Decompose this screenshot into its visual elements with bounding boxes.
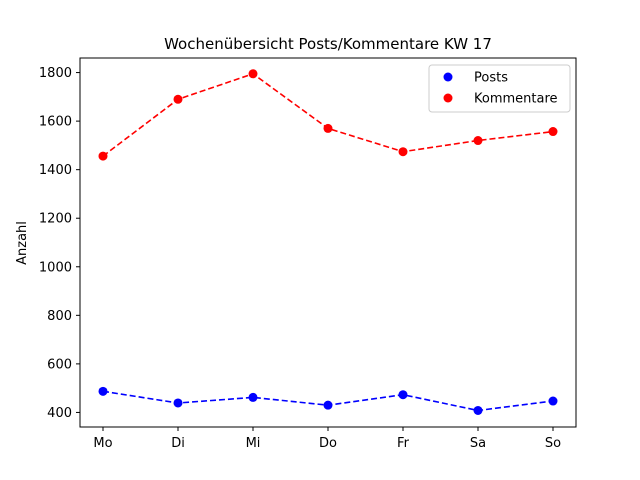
chart-title: Wochenübersicht Posts/Kommentare KW 17 — [164, 35, 492, 53]
x-tick-label: Mo — [93, 436, 112, 451]
data-point — [173, 398, 183, 408]
x-tick-label: Fr — [397, 436, 410, 451]
data-point — [98, 386, 108, 396]
legend-label: Posts — [474, 71, 508, 86]
legend-marker — [443, 72, 453, 82]
legend: Posts Kommentare — [428, 64, 571, 113]
data-point — [548, 127, 558, 137]
legend-box — [428, 64, 571, 113]
x-tick-label: So — [545, 436, 561, 451]
y-tick-label: 1200 — [39, 212, 72, 227]
data-point — [473, 405, 483, 415]
y-tick-label: 1000 — [39, 260, 72, 275]
y-tick-label: 800 — [47, 309, 72, 324]
data-point — [398, 390, 408, 400]
y-axis: 400 600 800 1000 1200 1400 1600 1800 — [39, 66, 80, 421]
data-point — [248, 392, 258, 402]
y-axis-label: Anzahl — [15, 221, 30, 265]
x-tick-label: Sa — [470, 436, 486, 451]
plot-area — [79, 57, 577, 428]
data-point — [398, 147, 408, 157]
series-layer — [98, 69, 558, 415]
x-tick-label: Di — [171, 436, 185, 451]
legend-label: Kommentare — [474, 92, 558, 107]
y-tick-label: 1600 — [39, 115, 72, 130]
data-point — [173, 94, 183, 104]
data-point — [473, 136, 483, 146]
y-tick-label: 600 — [47, 357, 72, 372]
data-point — [323, 400, 333, 410]
data-point — [548, 396, 558, 406]
x-axis: Mo Di Mi Do Fr Sa So — [93, 427, 561, 451]
y-tick-label: 400 — [47, 406, 72, 421]
x-tick-label: Mi — [246, 436, 261, 451]
data-point — [98, 151, 108, 161]
y-tick-label: 1800 — [39, 66, 72, 81]
plot-frame — [79, 57, 577, 428]
data-point — [248, 69, 258, 79]
x-tick-label: Do — [319, 436, 337, 451]
data-point — [323, 123, 333, 133]
y-tick-label: 1400 — [39, 163, 72, 178]
legend-marker — [443, 93, 453, 103]
